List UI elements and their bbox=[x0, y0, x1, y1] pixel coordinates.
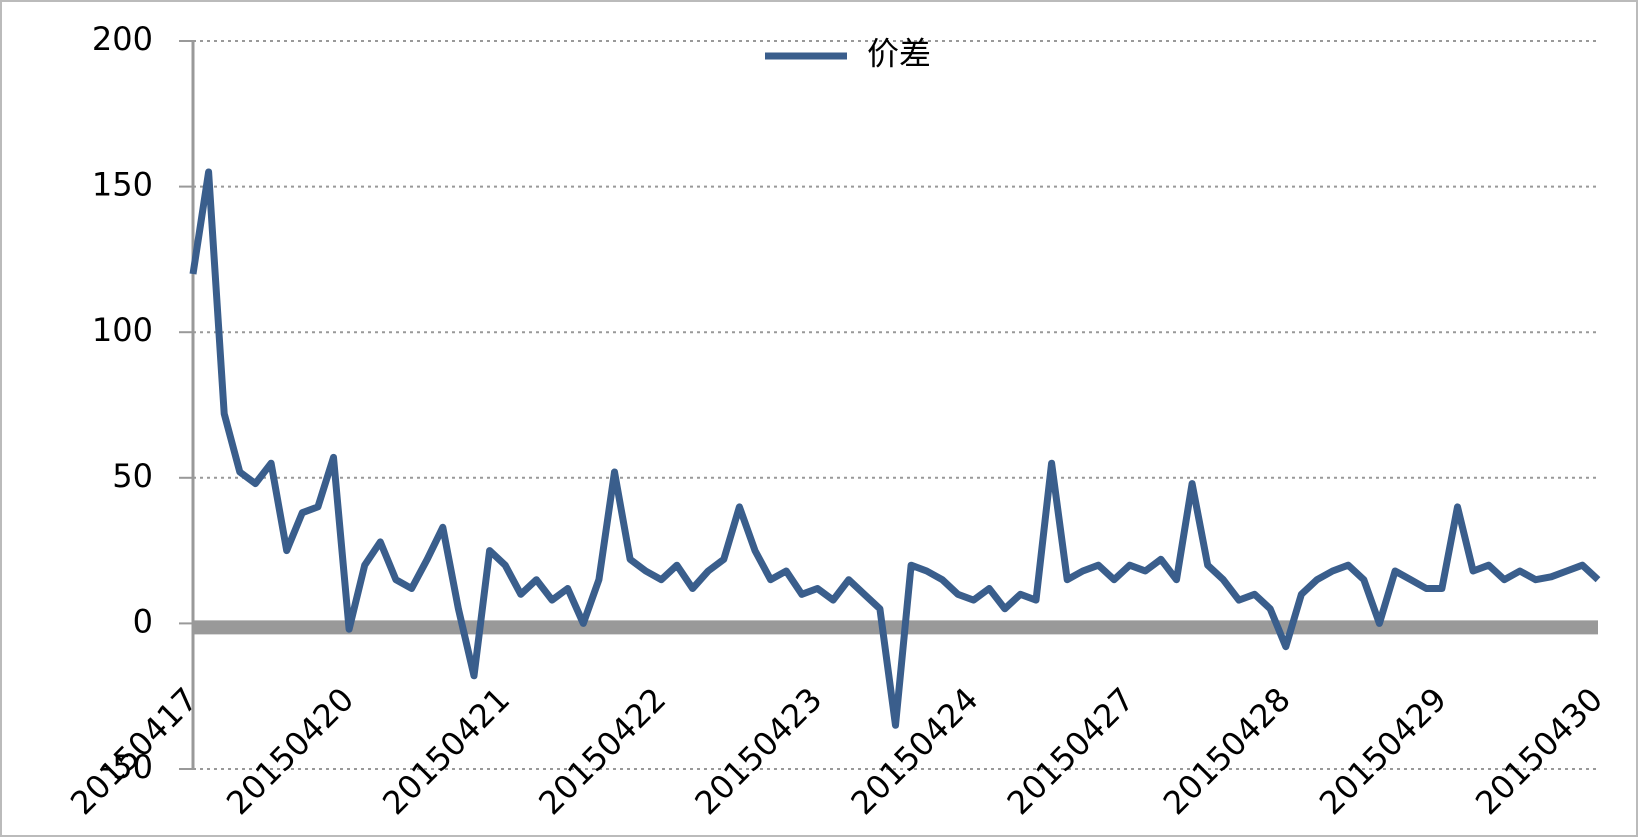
x-tick-label: 20150429 bbox=[1312, 680, 1454, 822]
x-tick-label: 20150430 bbox=[1468, 680, 1610, 822]
y-tick-label: 100 bbox=[92, 311, 153, 349]
y-tick-label: 150 bbox=[92, 166, 153, 204]
data-line bbox=[189, 168, 1601, 729]
x-tick-label: 20150420 bbox=[219, 680, 361, 822]
y-tick-label: 50 bbox=[112, 457, 153, 495]
x-tick-label: 20150428 bbox=[1156, 680, 1298, 822]
legend-label: 价差 bbox=[867, 35, 931, 71]
y-tick-label: 200 bbox=[92, 20, 153, 58]
x-tick-label: 20150424 bbox=[844, 680, 986, 822]
x-tick-label: 20150422 bbox=[531, 680, 673, 822]
y-tick-label: 0 bbox=[133, 602, 153, 640]
x-tick-label: 20150421 bbox=[375, 680, 517, 822]
y-tick-label: -50 bbox=[101, 748, 153, 786]
x-tick-label: 20150427 bbox=[1000, 680, 1142, 822]
x-tick-label: 20150423 bbox=[687, 680, 829, 822]
x-tick-label: 20150417 bbox=[63, 680, 205, 822]
